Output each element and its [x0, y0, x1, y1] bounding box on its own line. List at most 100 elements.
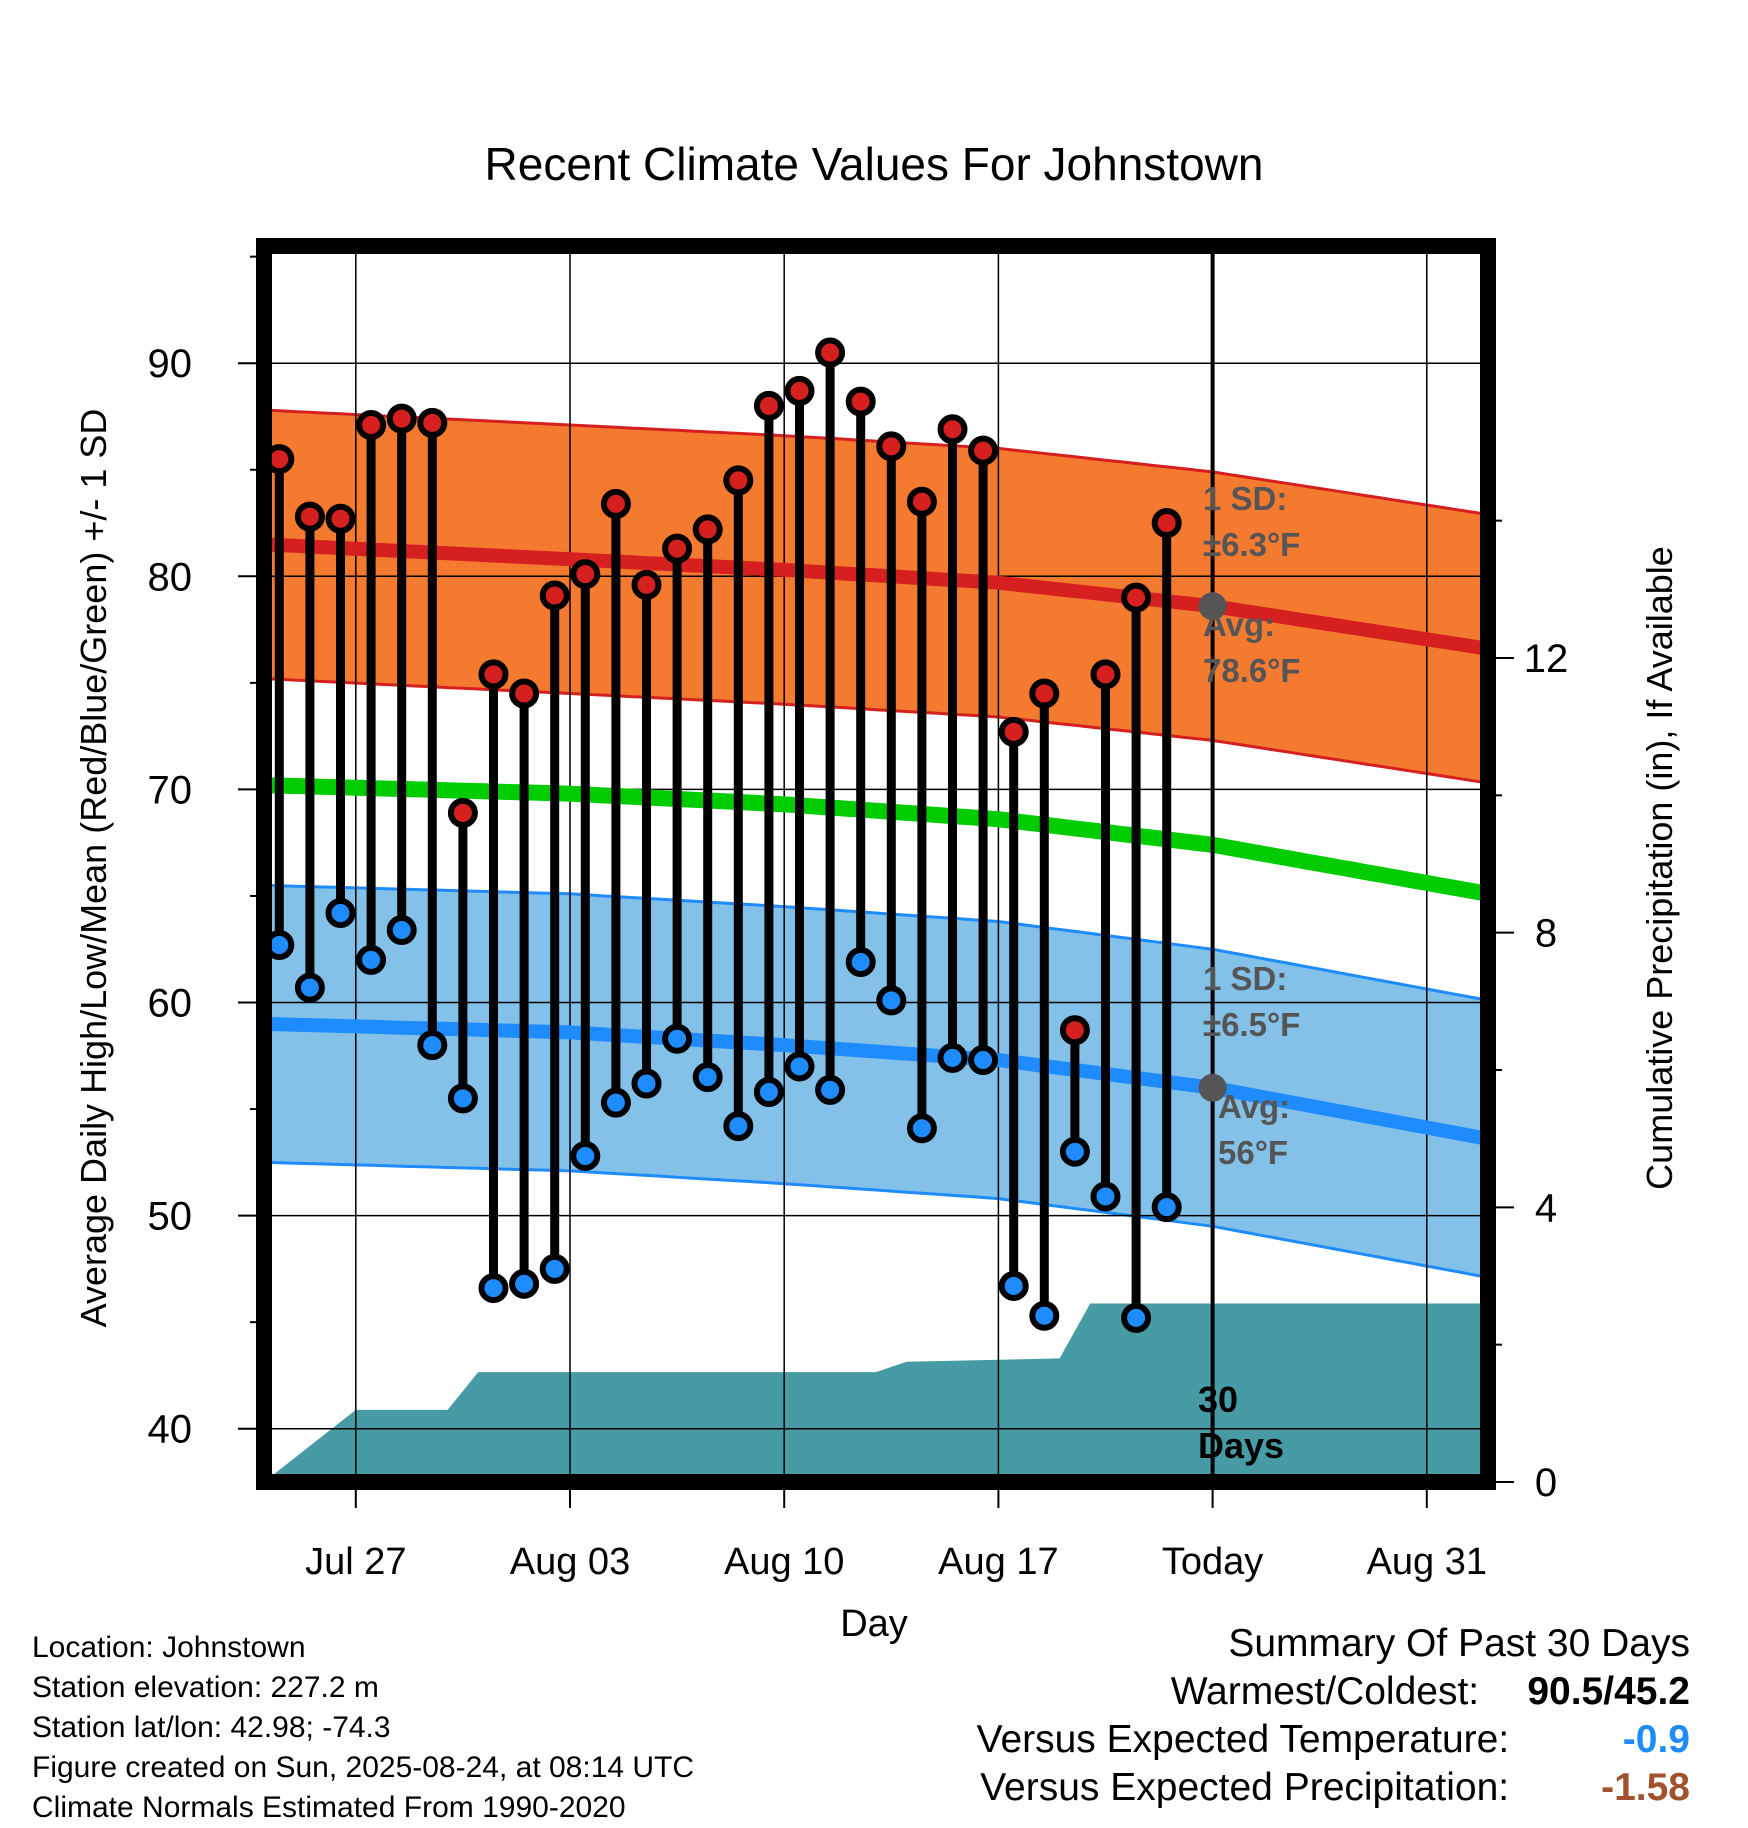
daily-low-point: [600, 1087, 631, 1118]
daily-high-point: [509, 678, 540, 709]
daily-high-point: [1121, 582, 1152, 613]
low-band: [264, 885, 1488, 1278]
daily-high-point: [600, 488, 631, 519]
daily-high-point: [662, 533, 693, 564]
daily-low-point: [570, 1140, 601, 1171]
y-tick-label: 90: [148, 342, 193, 386]
summary-heading: Summary Of Past 30 Days: [1228, 1622, 1690, 1665]
normal-low-line: [263, 1016, 1490, 1146]
high-avg-label: Avg:: [1203, 606, 1275, 643]
precip-label: Versus Expected Precipitation:: [980, 1766, 1510, 1809]
y2-tick-label: 8: [1535, 912, 1557, 956]
high-band-upper-edge: [263, 408, 1489, 516]
daily-high-point: [570, 559, 601, 590]
normal-high-line: [263, 537, 1490, 656]
daily-low-point: [968, 1045, 999, 1076]
normal-mean-line: [263, 777, 1490, 902]
daily-low-point: [509, 1268, 540, 1299]
x-tick-label: Today: [1162, 1541, 1263, 1583]
daily-low-point: [539, 1253, 570, 1284]
temp-label: Versus Expected Temperature:: [976, 1718, 1510, 1761]
daily-low-point: [478, 1273, 509, 1304]
daily-high-point: [1151, 508, 1182, 539]
high-band: [264, 410, 1488, 783]
daily-high-point: [937, 414, 968, 445]
y-tick-label: 70: [148, 768, 193, 812]
summary-temp-row: Versus Expected Temperature: -0.9: [977, 1716, 1690, 1764]
x-tick-label: Aug 10: [724, 1541, 844, 1583]
y-tick-label: 80: [148, 555, 193, 599]
daily-low-point: [753, 1077, 784, 1108]
daily-high-point: [876, 431, 907, 462]
normals-text: Climate Normals Estimated From 1990-2020: [32, 1791, 626, 1824]
daily-high-point: [998, 716, 1029, 747]
daily-low-point: [1151, 1192, 1182, 1223]
warmest-label: Warmest/Coldest:: [1170, 1670, 1480, 1713]
y-tick-label: 50: [148, 1195, 193, 1239]
low-band-lower-edge: [263, 1160, 1489, 1279]
daily-low-point: [998, 1270, 1029, 1301]
low-sd-label: 1 SD:: [1203, 960, 1287, 997]
high-band-lower-edge: [263, 677, 1489, 785]
daily-high-point: [325, 503, 356, 534]
daily-high-point: [1029, 678, 1060, 709]
y2-tick-label: 4: [1535, 1186, 1557, 1230]
daily-low-point: [845, 947, 876, 978]
daily-high-point: [692, 514, 723, 545]
elevation-text: Station elevation: 227.2 m: [32, 1671, 379, 1704]
summary-panel: Summary Of Past 30 Days Warmest/Coldest:…: [977, 1620, 1690, 1812]
y-tick-label: 60: [148, 982, 193, 1026]
daily-low-point: [417, 1030, 448, 1061]
low-sd-value: ±6.5°F: [1203, 1006, 1300, 1043]
daily-low-point: [876, 985, 907, 1016]
today-low-avg-point: [1198, 1073, 1227, 1102]
daily-high-point: [386, 403, 417, 434]
daily-high-point: [815, 337, 846, 368]
daily-high-point: [845, 386, 876, 417]
daily-high-point: [906, 486, 937, 517]
daily-low-point: [631, 1068, 662, 1099]
x-tick-label: Aug 31: [1367, 1541, 1487, 1583]
high-avg-value: 78.6°F: [1203, 652, 1301, 689]
daily-high-point: [1090, 659, 1121, 690]
daily-low-point: [1029, 1300, 1060, 1331]
location-text: Location: Johnstown: [32, 1631, 306, 1664]
daily-high-point: [631, 569, 662, 600]
daily-low-point: [1121, 1302, 1152, 1333]
daily-low-point: [723, 1111, 754, 1142]
daily-low-point: [1059, 1136, 1090, 1167]
daily-low-point: [386, 915, 417, 946]
daily-low-point: [815, 1074, 846, 1105]
daily-high-point: [294, 501, 325, 532]
plot-frame: [256, 238, 1496, 1490]
warmest-value: 90.5/45.2: [1527, 1670, 1690, 1713]
daily-high-point: [356, 410, 387, 441]
days-word-label: Days: [1198, 1425, 1284, 1466]
daily-low-point: [692, 1062, 723, 1093]
high-sd-label: 1 SD:: [1203, 480, 1287, 517]
x-axis-label: Day: [840, 1603, 908, 1645]
summary-warmest-row: Warmest/Coldest: 90.5/45.2: [977, 1668, 1690, 1716]
daily-high-point: [478, 659, 509, 690]
daily-low-point: [325, 898, 356, 929]
y2-tick-label: 0: [1535, 1461, 1557, 1505]
daily-low-point: [1090, 1181, 1121, 1212]
station-info: Location: Johnstown Station elevation: 2…: [32, 1628, 694, 1828]
daily-low-point: [294, 972, 325, 1003]
daily-high-point: [723, 465, 754, 496]
daily-high-point: [539, 580, 570, 611]
x-tick-label: Aug 03: [510, 1541, 630, 1583]
chart-title: Recent Climate Values For Johnstown: [485, 138, 1264, 190]
plot-area: 1 SD: ±6.3°F Avg: 78.6°F 1 SD: ±6.5°F Avg: 56°F…: [148, 238, 1569, 1583]
daily-low-point: [447, 1083, 478, 1114]
precip-value: -1.58: [1601, 1766, 1690, 1809]
low-avg-value: 56°F: [1218, 1134, 1288, 1171]
daily-high-point: [968, 435, 999, 466]
temp-value: -0.9: [1622, 1718, 1690, 1761]
today-high-avg-point: [1198, 592, 1227, 621]
y2-tick-label: 12: [1524, 637, 1569, 681]
daily-high-point: [753, 390, 784, 421]
daily-high-point: [447, 797, 478, 828]
daily-low-point: [356, 944, 387, 975]
low-avg-label: Avg:: [1218, 1088, 1290, 1125]
